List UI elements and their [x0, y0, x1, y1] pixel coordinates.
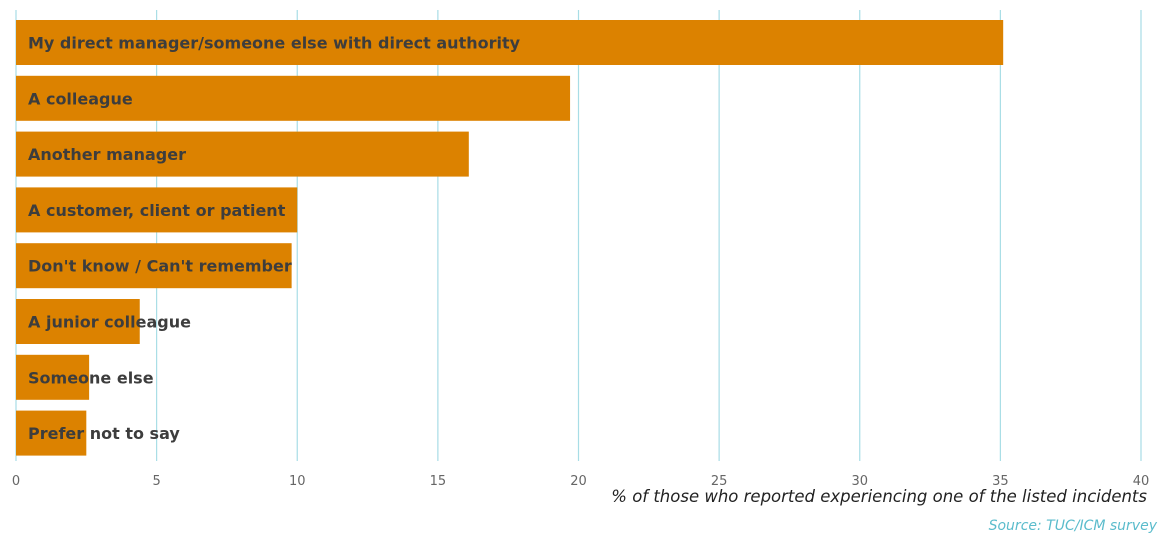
bar: [16, 410, 87, 456]
x-tick-label: 35: [992, 474, 1009, 489]
source-note: Source: TUC/ICM survey: [988, 518, 1157, 534]
bar: [16, 131, 469, 177]
category-label: A colleague: [28, 89, 133, 108]
x-tick-label: 0: [12, 474, 20, 489]
x-tick-label: 5: [152, 474, 160, 489]
bar: [16, 299, 140, 344]
x-axis-ticks: 0 5 10 15 20 25 30 35 40: [12, 474, 1149, 489]
bar: [16, 75, 571, 121]
category-label: Prefer not to say: [28, 424, 180, 443]
bar: [16, 187, 298, 233]
category-label: A junior colleague: [28, 313, 191, 332]
category-label: Another manager: [28, 145, 186, 164]
bar: [16, 20, 1004, 65]
x-tick-label: 20: [570, 474, 587, 489]
category-labels: My direct manager/someone else with dire…: [28, 34, 521, 444]
bar: [16, 243, 292, 289]
x-tick-label: 15: [430, 474, 447, 489]
category-label: My direct manager/someone else with dire…: [28, 34, 521, 53]
x-tick-label: 40: [1133, 474, 1150, 489]
category-label: Someone else: [28, 368, 154, 387]
bars: [16, 20, 1004, 456]
x-tick-label: 25: [711, 474, 728, 489]
x-tick-label: 30: [851, 474, 868, 489]
category-label: A customer, client or patient: [28, 201, 286, 220]
category-label: Don't know / Can't remember: [28, 257, 292, 276]
bar: [16, 354, 90, 400]
x-axis-label: % of those who reported experiencing one…: [611, 487, 1147, 506]
x-tick-label: 10: [289, 474, 306, 489]
